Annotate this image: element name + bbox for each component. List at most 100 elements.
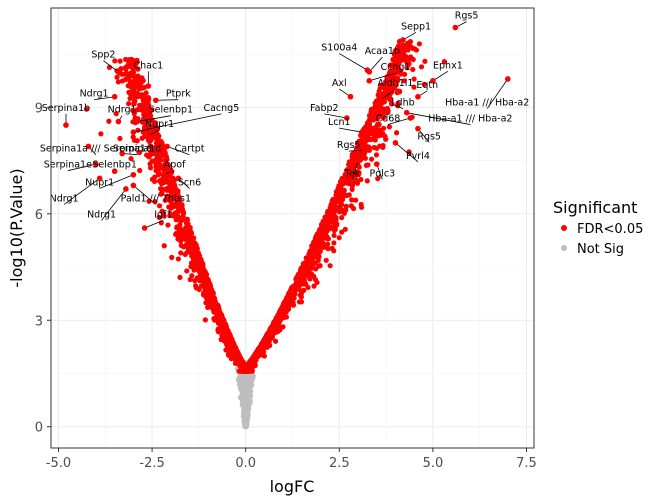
point-fdr-sig (294, 279, 300, 285)
point-fdr-sig (161, 243, 167, 249)
point-fdr-sig (134, 138, 140, 144)
point-fdr-sig (179, 204, 185, 210)
gene-label: Hba-a1 /// Hba-a2 (445, 98, 529, 109)
point-fdr-sig (325, 241, 331, 247)
point-fdr-sig (197, 277, 203, 284)
point-fdr-sig (291, 295, 297, 301)
point-fdr-sig (229, 339, 235, 345)
gene-label: Scn6 (178, 177, 201, 188)
point-fdr-sig (320, 220, 326, 226)
label-leader-line (368, 56, 383, 73)
point-fdr-sig (175, 189, 181, 195)
point-not-sig (246, 388, 253, 395)
point-fdr-sig (382, 82, 388, 88)
gene-label: Ccng1 (380, 62, 410, 73)
point-fdr-sig (355, 170, 361, 176)
labeled-point (160, 171, 167, 178)
gene-label: Serpina1d (113, 144, 161, 155)
label-leader-line (101, 188, 127, 221)
gene-label: Ndrg1 (80, 89, 109, 100)
point-fdr-sig (156, 214, 162, 220)
point-fdr-sig (408, 54, 414, 60)
labeled-point (400, 37, 406, 43)
gene-label: Selenbp1 (92, 160, 137, 171)
point-fdr-sig (353, 197, 359, 203)
y-axis: 0 3 6 9 (35, 101, 51, 436)
labeled-point (415, 93, 421, 100)
point-fdr-sig (208, 296, 214, 302)
labeled-point (153, 97, 159, 104)
point-fdr-sig (395, 77, 401, 84)
point-fdr-sig (290, 302, 297, 308)
point-not-sig (243, 421, 249, 427)
gene-label: Tek (344, 169, 361, 180)
point-fdr-sig (325, 211, 331, 217)
gene-label: Cacng5 (203, 103, 239, 114)
gene-label: Nupr1 (85, 177, 114, 188)
point-fdr-sig (395, 100, 401, 106)
point-fdr-sig (269, 326, 275, 332)
point-fdr-sig (405, 43, 411, 49)
point-fdr-sig (192, 256, 198, 263)
point-fdr-sig (198, 283, 205, 289)
point-fdr-sig (225, 346, 231, 352)
point-fdr-sig (343, 192, 350, 199)
label-leader-line (339, 127, 362, 133)
labeled-point (115, 118, 122, 125)
point-fdr-sig (172, 210, 179, 216)
gene-label: Pvrl4 (406, 151, 430, 162)
legend-key-nonsig (561, 245, 567, 251)
y-tick-label: 6 (35, 208, 43, 223)
point-fdr-sig (334, 206, 340, 212)
point-fdr-sig (130, 107, 136, 113)
point-fdr-sig (98, 131, 104, 137)
point-fdr-sig (324, 235, 330, 242)
point-fdr-sig (389, 76, 395, 82)
point-fdr-sig (285, 306, 292, 312)
gene-label: Axl (332, 78, 347, 89)
point-fdr-sig (156, 203, 163, 209)
point-fdr-sig (406, 61, 412, 67)
point-fdr-sig (311, 260, 317, 266)
point-fdr-sig (144, 152, 150, 158)
point-fdr-sig (376, 88, 382, 94)
point-fdr-sig (394, 55, 400, 61)
point-fdr-sig (304, 259, 311, 265)
gene-label: Pald1 /// Thbs1 (121, 193, 191, 204)
point-fdr-sig (306, 271, 312, 278)
gene-label: Rgs5 (417, 131, 441, 142)
x-tick-label: 0.0 (235, 456, 256, 471)
point-fdr-sig (284, 296, 290, 302)
point-fdr-sig (126, 57, 132, 63)
labeled-point (96, 175, 103, 182)
point-fdr-sig (144, 108, 150, 114)
point-fdr-sig (411, 76, 417, 82)
x-axis-title: logFC (270, 477, 315, 496)
point-fdr-sig (203, 271, 209, 277)
point-fdr-sig (178, 238, 184, 244)
labeled-point (388, 101, 395, 107)
labeled-point (130, 182, 137, 189)
point-fdr-sig (178, 250, 184, 256)
x-tick-label: 7.5 (516, 456, 537, 471)
point-fdr-sig (354, 149, 361, 155)
point-fdr-sig (127, 95, 133, 102)
point-fdr-sig (335, 186, 342, 193)
point-fdr-sig (175, 256, 182, 262)
point-fdr-sig (153, 140, 159, 146)
labeled-point (377, 97, 384, 104)
x-tick-label: -5.0 (46, 456, 71, 471)
labeled-point (130, 129, 137, 135)
point-fdr-sig (223, 337, 229, 343)
point-fdr-sig (388, 62, 395, 68)
point-fdr-sig (137, 167, 143, 174)
label-leader-line (339, 53, 368, 71)
label-leader-line (63, 177, 100, 205)
gene-label: Chac1 (133, 60, 163, 71)
point-fdr-sig (145, 99, 151, 105)
gene-label: Serpina1a /// Serpina1d (40, 144, 152, 155)
point-fdr-sig (394, 90, 400, 96)
point-not-sig (245, 376, 251, 382)
gene-label: Ldhb (391, 98, 414, 109)
point-fdr-sig (351, 153, 358, 159)
